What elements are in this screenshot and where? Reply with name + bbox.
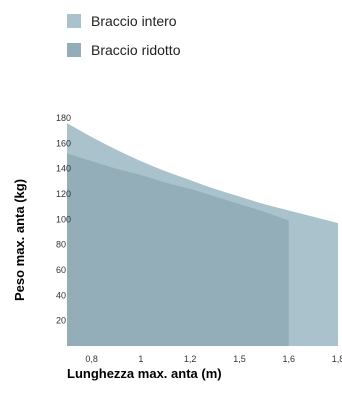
y-tick-label: 40 bbox=[56, 290, 66, 300]
legend-swatch-braccio-intero bbox=[67, 14, 81, 28]
x-axis-title: Lunghezza max. anta (m) bbox=[67, 366, 222, 381]
y-tick-label: 180 bbox=[56, 113, 71, 123]
legend-label-braccio-ridotto: Braccio ridotto bbox=[91, 42, 181, 58]
x-tick-label: 1,6 bbox=[282, 354, 295, 364]
y-tick-label: 120 bbox=[56, 189, 71, 199]
y-axis-title: Peso max. anta (kg) bbox=[12, 179, 27, 301]
x-tick-label: 1 bbox=[138, 354, 143, 364]
x-tick-label: 1,5 bbox=[233, 354, 246, 364]
y-tick-label: 160 bbox=[56, 138, 71, 148]
legend-label-braccio-intero: Braccio intero bbox=[91, 13, 177, 29]
x-tick-label: 0,8 bbox=[85, 354, 98, 364]
legend-item-braccio-ridotto: Braccio ridotto bbox=[67, 40, 180, 60]
legend-item-braccio-intero: Braccio intero bbox=[67, 11, 180, 31]
chart-legend: Braccio intero Braccio ridotto bbox=[67, 11, 180, 69]
legend-swatch-braccio-ridotto bbox=[67, 43, 81, 57]
x-tick-label: 1,2 bbox=[184, 354, 197, 364]
y-tick-label: 60 bbox=[56, 265, 66, 275]
series-area-braccio-ridotto bbox=[67, 153, 289, 346]
y-tick-label: 100 bbox=[56, 214, 71, 224]
y-tick-label: 80 bbox=[56, 240, 66, 250]
y-tick-label: 20 bbox=[56, 316, 66, 326]
x-tick-label: 1,8 bbox=[332, 354, 342, 364]
y-tick-label: 140 bbox=[56, 164, 71, 174]
